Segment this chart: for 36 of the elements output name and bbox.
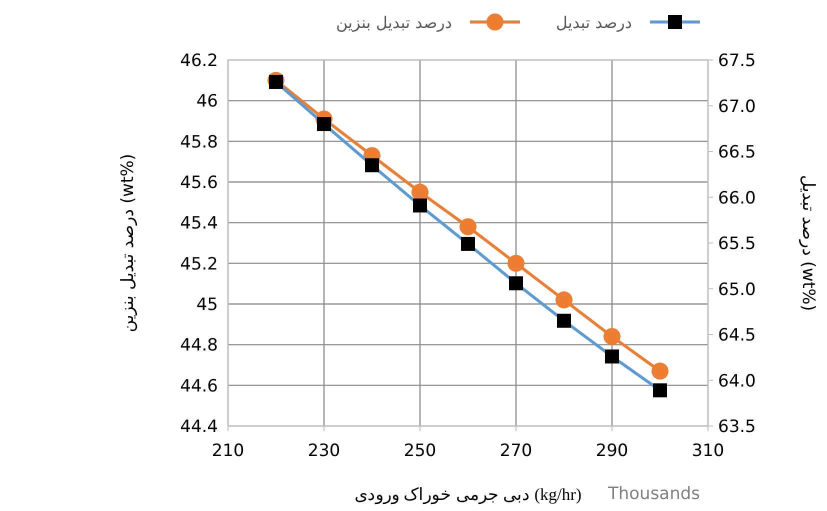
y-tick-label: 45.4 bbox=[180, 214, 218, 234]
x-axis-title: دبی جرمی خوراک ورودی (kg/hr) bbox=[354, 485, 582, 505]
text: Thousands bbox=[606, 484, 700, 504]
x-tick-label: 210 bbox=[212, 441, 244, 461]
y2-axis-title: درصد تبدیل (wt%) bbox=[798, 174, 818, 312]
y-tick-label: 44.6 bbox=[180, 376, 218, 396]
legend-label: درصد تبدیل بنزین bbox=[336, 13, 452, 32]
x-tick-label: 270 bbox=[500, 441, 532, 461]
y-tick-label: 44.4 bbox=[180, 417, 218, 437]
y-tick-label: 46.2 bbox=[180, 51, 218, 71]
y-tick-label: 44.8 bbox=[180, 336, 218, 356]
point bbox=[604, 328, 620, 346]
y-tick-label: 45.8 bbox=[180, 132, 218, 152]
y2-tick-label: 65.0 bbox=[718, 280, 756, 300]
y-axis-title: درصد تبدیل بنزین (wt%) bbox=[118, 154, 138, 332]
x-tick-label: 230 bbox=[308, 441, 340, 461]
point bbox=[460, 218, 476, 236]
y2-tick-label: 66.0 bbox=[718, 188, 756, 208]
y2-tick-label: 64.5 bbox=[718, 326, 756, 346]
legend-label: درصد تبدیل bbox=[556, 13, 632, 32]
x-tick-label: 310 bbox=[692, 441, 724, 461]
x-tick-label: 250 bbox=[404, 441, 436, 461]
y-tick-label: 45.2 bbox=[180, 254, 218, 274]
point bbox=[508, 254, 524, 272]
point bbox=[556, 291, 572, 308]
x-tick-label: 290 bbox=[596, 441, 628, 461]
y-tick-label: 45 bbox=[196, 295, 218, 315]
y-tick-label: 45.6 bbox=[180, 173, 218, 193]
y2-tick-label: 67.0 bbox=[718, 96, 756, 117]
y2-tick-label: 63.5 bbox=[718, 417, 756, 437]
y-tick-label: 46 bbox=[196, 92, 218, 112]
y2-tick-label: 67.5 bbox=[718, 51, 756, 71]
y2-tick-label: 65.5 bbox=[718, 234, 756, 254]
y2-tick-label: 66.5 bbox=[718, 142, 756, 162]
y2-tick-label: 64.0 bbox=[718, 371, 756, 392]
point bbox=[652, 362, 668, 380]
